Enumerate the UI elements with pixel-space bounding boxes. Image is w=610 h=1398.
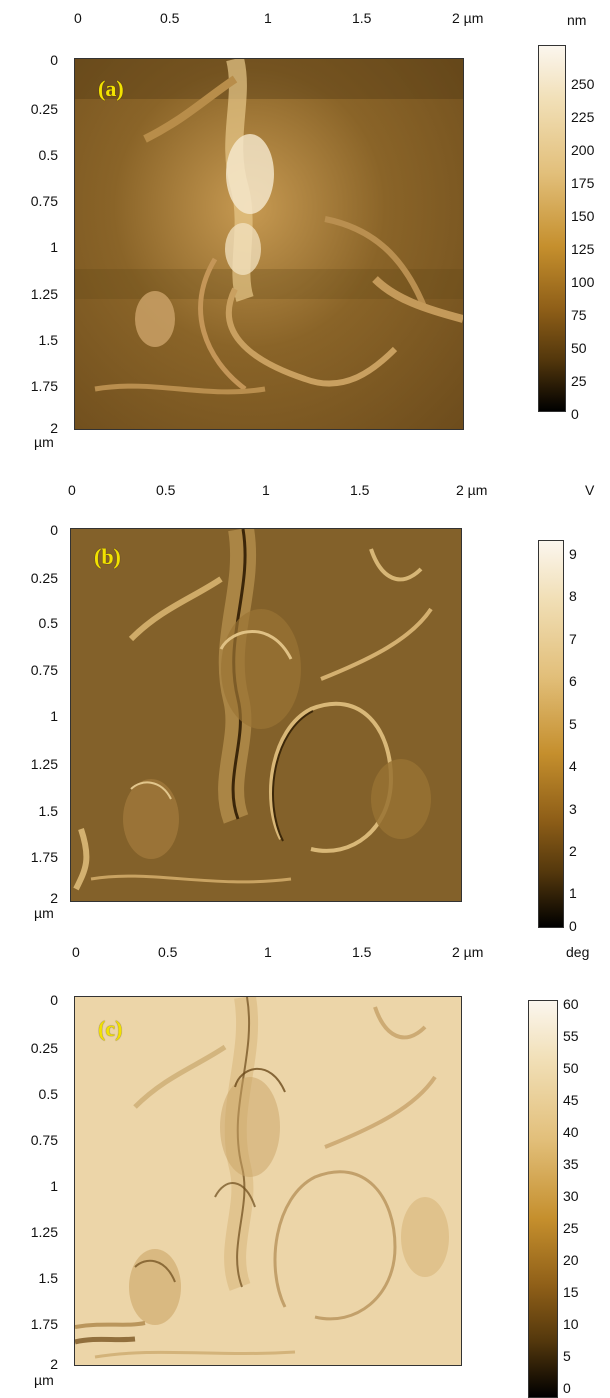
x-tick-label: 0 [72, 944, 80, 960]
y-tick-label: 1.5 [38, 803, 58, 819]
colorbar-tick-label: 20 [563, 1252, 579, 1268]
colorbar-tick-label: 100 [571, 274, 595, 290]
y-tick-label: 1.5 [38, 1270, 58, 1286]
amplitude-image-features [73, 529, 433, 891]
colorbar-tick-label: 6 [569, 673, 577, 689]
x-tick-label: 0 [68, 482, 76, 498]
colorbar-tick-label: 60 [563, 996, 579, 1012]
x-tick-label: 2 µm [456, 482, 488, 498]
y-tick-label: 0.75 [30, 193, 58, 209]
colorbar-tick-label: 55 [563, 1028, 579, 1044]
x-tick-label: 2 µm [452, 944, 484, 960]
colorbar-unit: deg [566, 944, 590, 960]
x-tick-label: 1 [262, 482, 270, 498]
y-tick-label: 0.5 [38, 1086, 58, 1102]
panel-tag: (a) [98, 76, 124, 101]
colorbar-unit: V [585, 482, 595, 498]
colorbar-tick-label: 5 [569, 716, 577, 732]
y-unit-label: µm [34, 1372, 54, 1388]
x-tick-label: 2 µm [452, 10, 484, 26]
colorbar-tick-label: 35 [563, 1156, 579, 1172]
colorbar-tick-label: 50 [571, 340, 587, 356]
y-tick-label: 2 [50, 1356, 58, 1372]
colorbar-tick-label: 175 [571, 175, 595, 191]
colorbar-tick-label: 3 [569, 801, 577, 817]
colorbar-tick-label: 4 [569, 758, 577, 774]
colorbar [538, 45, 566, 412]
x-tick-label: 1.5 [350, 482, 370, 498]
colorbar-tick-label: 9 [569, 546, 577, 562]
colorbar-tick-label: 2 [569, 843, 577, 859]
y-tick-label: 1.25 [30, 756, 58, 772]
y-tick-label: 0.75 [30, 1132, 58, 1148]
colorbar-tick-label: 50 [563, 1060, 579, 1076]
colorbar-tick-label: 15 [563, 1284, 579, 1300]
panel-c: 0 0.5 1 1.5 2 µm 0 0.25 0.5 0.75 1 1.25 … [0, 932, 610, 1398]
y-tick-label: 1 [50, 1178, 58, 1194]
colorbar-tick-label: 225 [571, 109, 595, 125]
y-tick-label: 0.5 [38, 615, 58, 631]
afm-phase-image [74, 996, 462, 1366]
y-tick-label: 1 [50, 708, 58, 724]
x-tick-label: 0 [74, 10, 82, 26]
afm-height-image [74, 58, 464, 430]
y-tick-label: 1.75 [30, 1316, 58, 1332]
colorbar-tick-label: 0 [569, 918, 577, 934]
y-unit-label: µm [34, 905, 54, 921]
colorbar-tick-label: 1 [569, 885, 577, 901]
phase-image-features [75, 997, 449, 1359]
colorbar-tick-label: 30 [563, 1188, 579, 1204]
y-tick-label: 0.25 [30, 570, 58, 586]
y-tick-label: 2 [50, 420, 58, 436]
x-tick-label: 1 [264, 10, 272, 26]
colorbar-tick-label: 5 [563, 1348, 571, 1364]
y-tick-label: 0.25 [30, 1040, 58, 1056]
colorbar-tick-label: 10 [563, 1316, 579, 1332]
colorbar-tick-label: 40 [563, 1124, 579, 1140]
x-tick-label: 1.5 [352, 10, 372, 26]
panel-a: 0 0.5 1 1.5 2 µm 0 0.25 0.5 0.75 1 1.25 … [0, 0, 610, 465]
panel-tag: (b) [94, 544, 121, 569]
y-unit-label: µm [34, 434, 54, 450]
colorbar-tick-label: 125 [571, 241, 595, 257]
colorbar-tick-label: 7 [569, 631, 577, 647]
x-tick-label: 1 [264, 944, 272, 960]
y-tick-label: 0.75 [30, 662, 58, 678]
colorbar [528, 1000, 558, 1398]
colorbar-unit: nm [567, 12, 587, 28]
afm-amplitude-image [70, 528, 462, 902]
colorbar-tick-label: 45 [563, 1092, 579, 1108]
colorbar-tick-label: 25 [571, 373, 587, 389]
colorbar-tick-label: 250 [571, 76, 595, 92]
panel-b: 0 0.5 1 1.5 2 µm 0 0.25 0.5 0.75 1 1.25 … [0, 472, 610, 937]
colorbar [538, 540, 564, 928]
colorbar-tick-label: 0 [563, 1380, 571, 1396]
colorbar-tick-label: 75 [571, 307, 587, 323]
panel-tag: (c) [98, 1016, 123, 1041]
y-tick-label: 0 [50, 992, 58, 1008]
x-tick-label: 1.5 [352, 944, 372, 960]
y-tick-label: 1.75 [30, 849, 58, 865]
colorbar-tick-label: 25 [563, 1220, 579, 1236]
colorbar-tick-label: 8 [569, 588, 577, 604]
y-tick-label: 0 [50, 52, 58, 68]
y-tick-label: 1.25 [30, 286, 58, 302]
y-tick-label: 1 [50, 239, 58, 255]
y-tick-label: 1.75 [30, 378, 58, 394]
y-tick-label: 1.25 [30, 1224, 58, 1240]
colorbar-tick-label: 150 [571, 208, 595, 224]
x-tick-label: 0.5 [158, 944, 178, 960]
y-tick-label: 0.25 [30, 101, 58, 117]
height-image-features [75, 59, 463, 395]
y-tick-label: 2 [50, 890, 58, 906]
y-tick-label: 0 [50, 522, 58, 538]
colorbar-tick-label: 200 [571, 142, 595, 158]
y-tick-label: 1.5 [38, 332, 58, 348]
colorbar-tick-label: 0 [571, 406, 579, 422]
x-tick-label: 0.5 [160, 10, 180, 26]
x-tick-label: 0.5 [156, 482, 176, 498]
y-tick-label: 0.5 [38, 147, 58, 163]
